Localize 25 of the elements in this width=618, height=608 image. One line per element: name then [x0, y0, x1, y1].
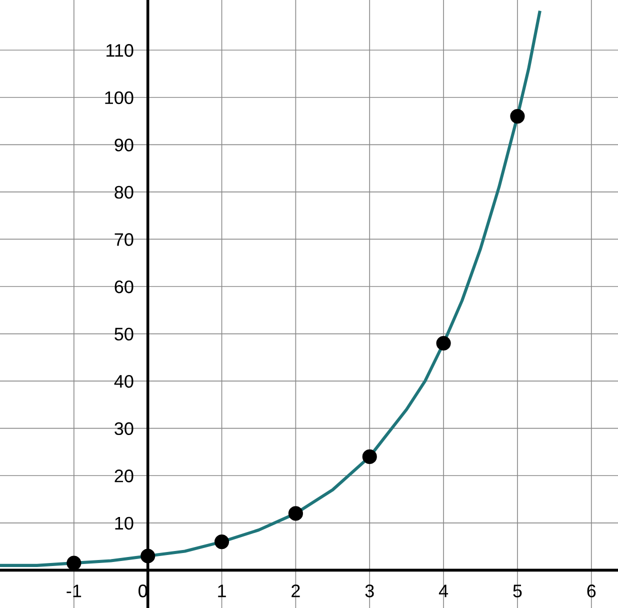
point [362, 449, 377, 464]
y-tick-label: 30 [114, 422, 134, 436]
x-tick-label: 2 [292, 584, 300, 598]
point [140, 548, 156, 564]
y-tick-label: 90 [114, 138, 134, 152]
y-tick-label: 110 [106, 44, 134, 57]
point [214, 534, 230, 550]
x-tick-label: 4 [438, 584, 448, 598]
point [66, 556, 82, 570]
y-tick-label: 50 [114, 328, 134, 341]
x-tick-label: 3 [365, 584, 374, 598]
x-tick-label: -1 [66, 584, 82, 598]
x-tick-label: 1 [218, 584, 226, 598]
y-tick-label: 20 [114, 470, 134, 482]
y-tick-label: 80 [114, 186, 134, 199]
point [510, 109, 525, 124]
y-tick-label: 100 [105, 91, 134, 104]
y-tick-label: 60 [114, 280, 134, 294]
x-tick-label: 6 [587, 584, 596, 598]
point [436, 336, 451, 351]
x-tick-label: 5 [513, 584, 522, 598]
y-tick-label: 70 [114, 233, 134, 246]
y-tick-label: 10 [115, 516, 134, 530]
point [288, 506, 303, 521]
y-tick-label: 40 [114, 375, 134, 388]
